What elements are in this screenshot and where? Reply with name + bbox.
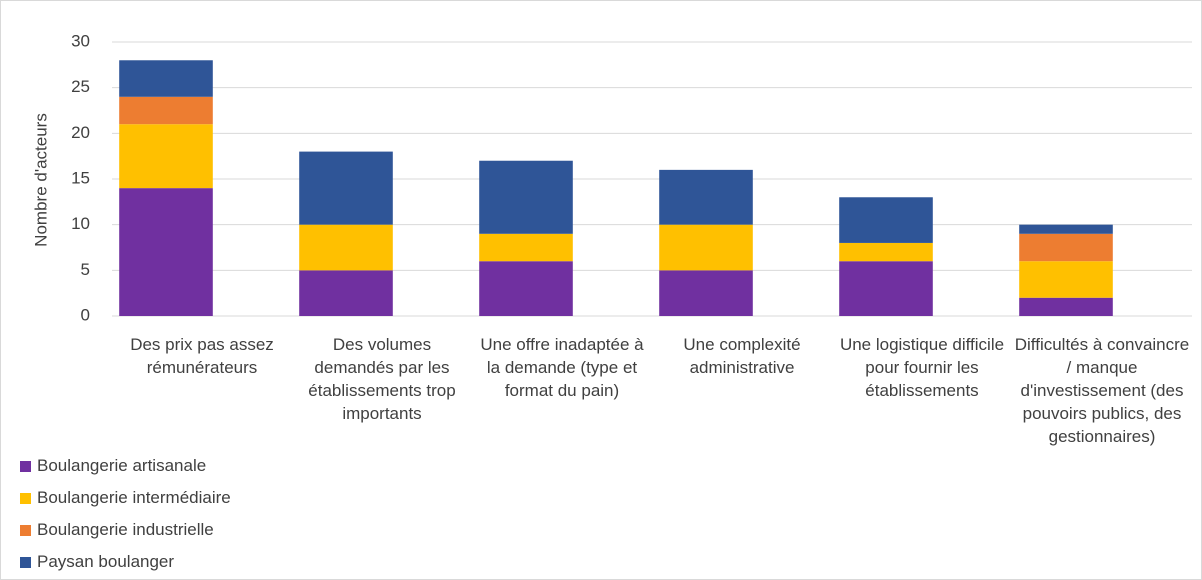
y-tick-label: 5 xyxy=(81,260,90,279)
legend-swatch xyxy=(20,460,31,472)
legend-label: Boulangerie artisanale xyxy=(37,456,207,475)
x-tick-label: Une logistique difficile pour fournir le… xyxy=(839,335,1005,400)
legend-item: Paysan boulanger xyxy=(20,552,174,572)
x-tick-label: Difficultés à convaincre / manque d'inve… xyxy=(1014,335,1190,446)
bar-segment xyxy=(299,270,393,316)
x-tick-label: Une offre inadaptée à la demande (type e… xyxy=(480,335,644,400)
y-axis-label: Nombre d'acteurs xyxy=(31,113,50,247)
bar-segment xyxy=(119,60,213,97)
y-tick-label: 10 xyxy=(71,214,90,233)
bar-segment xyxy=(119,124,213,189)
bar-segment xyxy=(119,96,213,125)
bar-segment xyxy=(299,151,393,225)
bar-segment xyxy=(659,169,753,225)
x-tick-label: Une complexité administrative xyxy=(683,335,801,377)
legend-swatch xyxy=(20,492,31,504)
legend-item: Boulangerie artisanale xyxy=(20,456,206,476)
y-tick-label: 15 xyxy=(71,168,90,187)
bar-segment xyxy=(1019,297,1113,316)
legend-item: Boulangerie intermédiaire xyxy=(20,488,231,508)
y-tick-label: 25 xyxy=(71,77,90,96)
bar-segment xyxy=(1019,261,1113,298)
legend-label: Boulangerie industrielle xyxy=(37,520,214,539)
bar-segment xyxy=(299,224,393,271)
bar-segment xyxy=(479,261,573,316)
x-tick-label: Des prix pas assez rémunérateurs xyxy=(130,335,274,377)
bar-segment xyxy=(839,261,933,316)
bar-segment xyxy=(1019,224,1113,234)
bar-segment xyxy=(659,270,753,316)
bar-segment xyxy=(839,242,933,262)
y-tick-label: 20 xyxy=(71,123,90,142)
legend-label: Paysan boulanger xyxy=(37,552,175,571)
y-tick-label: 30 xyxy=(71,31,90,50)
bar-segment xyxy=(119,188,213,316)
legend-swatch xyxy=(20,524,31,536)
legend-label: Boulangerie intermédiaire xyxy=(37,488,231,507)
bar-segment xyxy=(839,197,933,243)
bar-segment xyxy=(479,233,573,262)
bar-segment xyxy=(1019,233,1113,262)
legend-item: Boulangerie industrielle xyxy=(20,520,214,540)
x-tick-label: Des volumes demandés par les établisseme… xyxy=(308,335,456,423)
y-tick-label: 0 xyxy=(81,305,90,324)
legend-swatch xyxy=(20,556,31,568)
bar-segment xyxy=(479,160,573,234)
bar-segment xyxy=(659,224,753,271)
